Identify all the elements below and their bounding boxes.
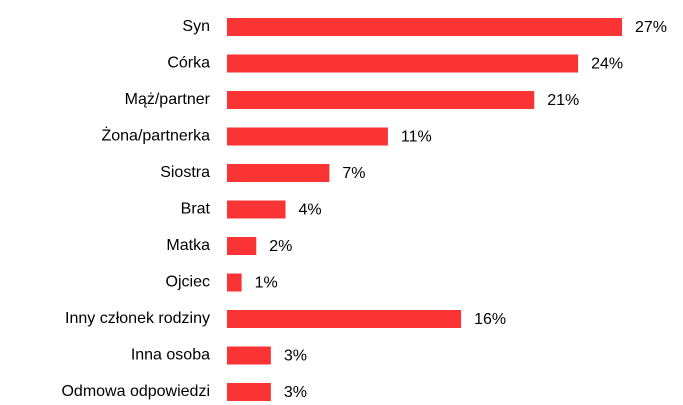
category-label: Syn bbox=[182, 18, 210, 35]
bar bbox=[227, 273, 242, 292]
value-label: 16% bbox=[474, 311, 506, 328]
category-label: Odmowa odpowiedzi bbox=[61, 383, 210, 400]
bar bbox=[227, 346, 271, 365]
value-label: 3% bbox=[284, 384, 307, 401]
bar bbox=[227, 18, 622, 36]
value-label: 2% bbox=[269, 238, 292, 255]
category-label: Żona/partnerka bbox=[101, 126, 210, 145]
value-label: 11% bbox=[401, 129, 432, 146]
category-label: Matka bbox=[166, 237, 210, 254]
bar bbox=[227, 91, 535, 109]
category-label: Ojciec bbox=[166, 274, 210, 291]
category-label: Inna osoba bbox=[131, 347, 210, 364]
bar bbox=[227, 127, 388, 146]
value-label: 1% bbox=[255, 275, 278, 292]
value-label: 27% bbox=[635, 19, 667, 36]
category-label: Mąż/partner bbox=[125, 91, 211, 108]
value-label: 21% bbox=[547, 92, 579, 109]
value-label: 4% bbox=[299, 202, 322, 219]
value-label: 24% bbox=[591, 56, 623, 73]
bar bbox=[227, 310, 462, 328]
category-label: Siostra bbox=[160, 164, 210, 181]
category-label: Brat bbox=[181, 201, 211, 218]
value-label: 3% bbox=[284, 348, 307, 365]
bar bbox=[227, 237, 257, 255]
category-label: Córka bbox=[167, 55, 210, 72]
bar bbox=[227, 383, 271, 401]
bar bbox=[227, 200, 286, 219]
value-label: 7% bbox=[342, 165, 365, 182]
bar bbox=[227, 54, 579, 73]
bar bbox=[227, 164, 330, 182]
category-label: Inny członek rodziny bbox=[65, 310, 210, 327]
